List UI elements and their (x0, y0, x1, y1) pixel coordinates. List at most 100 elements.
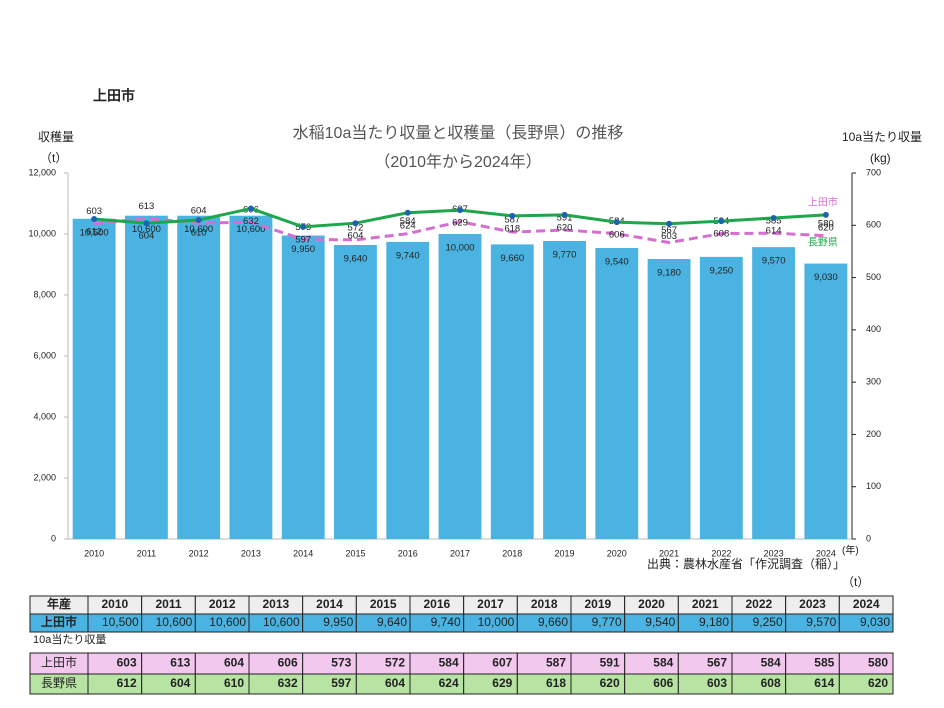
point (352, 220, 359, 227)
point (718, 218, 725, 225)
table-yield-nagano-value: 624 (439, 676, 459, 690)
line-value-label: 610 (191, 228, 207, 239)
table-yield-nagano-value: 597 (331, 676, 351, 690)
line-value-label: 604 (138, 231, 154, 242)
bar-value-label: 9,660 (500, 253, 524, 264)
table-header-value: 2013 (262, 597, 289, 611)
bar (752, 247, 796, 540)
y2-tick-label: 700 (866, 167, 881, 177)
table-harvest-value: 9,540 (645, 615, 675, 629)
point (666, 220, 673, 227)
table-yield-nagano-label: 長野県 (41, 676, 77, 690)
line-value-label: 620 (818, 222, 834, 233)
bar-value-label: 9,570 (762, 256, 786, 267)
line-value-label: 580 (818, 218, 834, 229)
table-header-value: 2016 (423, 597, 450, 611)
bar (804, 263, 848, 539)
line-value-label: 606 (609, 230, 625, 241)
point (822, 211, 829, 218)
bar (438, 234, 482, 539)
line-value-label: 624 (400, 220, 416, 231)
line-value-label: 604 (191, 206, 207, 217)
bar (386, 241, 430, 539)
x-tick-label: 2013 (241, 548, 261, 558)
table-yield-nagano-value: 608 (761, 676, 781, 690)
y2-axis-title: 10a当たり収量 (842, 130, 922, 144)
y-tick-label: 10,000 (28, 228, 56, 238)
line-value-label: 614 (766, 225, 782, 236)
bar-value-label: 9,250 (709, 265, 733, 276)
table-yield-ueda-value: 580 (868, 656, 888, 670)
line-value-label: 632 (243, 216, 259, 227)
bar-value-label: 9,950 (291, 244, 315, 255)
point (457, 207, 463, 214)
y-tick-label: 6,000 (33, 350, 56, 360)
bar (699, 256, 743, 539)
table-header-value: 2021 (692, 597, 719, 611)
point (143, 220, 150, 227)
table-header-value: 2019 (584, 597, 611, 611)
x-tick-label: 2014 (293, 548, 313, 558)
table-yield-ueda-value: 613 (170, 656, 190, 670)
table-yield-nagano-value: 606 (653, 676, 673, 690)
table-yield-ueda-value: 604 (224, 656, 244, 670)
bar (177, 215, 221, 539)
x-tick-label: 2022 (711, 548, 731, 558)
table-harvest-value: 9,740 (431, 615, 461, 629)
x-tick-label: 2012 (189, 548, 209, 558)
table-harvest-value: 9,950 (323, 615, 353, 629)
table-header-value: 2010 (101, 597, 128, 611)
table-header-value: 2014 (316, 597, 343, 611)
x-tick-label: 2015 (345, 548, 365, 558)
table-yield-ueda-label: 上田市 (41, 656, 77, 670)
y2-tick-label: 500 (866, 272, 881, 282)
table-yield-nagano-value: 603 (707, 676, 727, 690)
line-value-label: 603 (86, 206, 102, 217)
line-value-label: 613 (138, 201, 154, 212)
y2-tick-label: 100 (866, 481, 881, 491)
line-value-label: 572 (348, 222, 364, 233)
table-header-value: 2011 (155, 597, 181, 611)
bar (334, 244, 377, 540)
table-yield-ueda-value: 572 (385, 656, 405, 670)
table-yield-nagano-value: 629 (492, 676, 512, 690)
point (300, 223, 307, 230)
table-yield-nagano-value: 632 (278, 676, 298, 690)
table-yield-ueda-value: 606 (278, 656, 298, 670)
chart-title: 水稲10a当たり収量と収穫量（長野県）の推移 (293, 124, 624, 142)
table-yield-label: 10a当たり収量 (33, 632, 106, 646)
bar-value-label: 9,640 (344, 253, 368, 264)
table-header-value: 2017 (477, 597, 504, 611)
bar-value-label: 10,600 (184, 224, 213, 235)
point (509, 212, 516, 219)
line-value-label: 608 (713, 229, 729, 240)
bar-value-label: 9,540 (605, 257, 629, 268)
x-tick-label: 2017 (450, 548, 470, 558)
table-yield-nagano-value: 610 (224, 676, 244, 690)
bar-value-label: 10,500 (80, 227, 109, 238)
bar (72, 218, 116, 539)
source: 出典：農林水産省「作況調査（稲）」 (647, 556, 845, 571)
y2-tick-label: 300 (866, 377, 881, 387)
table-yield-nagano-value: 604 (170, 676, 190, 690)
bar-value-label: 9,030 (814, 272, 838, 283)
y2-tick-label: 200 (866, 429, 881, 439)
bar (595, 248, 639, 539)
bar (647, 259, 691, 539)
table-yield-nagano-value: 614 (814, 676, 834, 690)
table-header-value: 2018 (531, 597, 558, 611)
table-yield-ueda-value: 603 (117, 656, 137, 670)
line-value-label: 587 (504, 215, 520, 226)
x-tick-label: 2010 (84, 548, 104, 558)
x-tick-label: 2016 (398, 548, 418, 558)
y-axis-title: 収穫量 (38, 130, 74, 144)
table-harvest-value: 9,180 (699, 615, 729, 629)
line-value-label: 618 (504, 223, 520, 234)
y2-tick-label: 600 (866, 220, 881, 230)
x-tick-label: 2024 (816, 548, 836, 558)
chart-subtitle: （2010年から2024年） (374, 153, 541, 171)
point (195, 217, 202, 224)
y-tick-label: 2,000 (33, 472, 56, 482)
